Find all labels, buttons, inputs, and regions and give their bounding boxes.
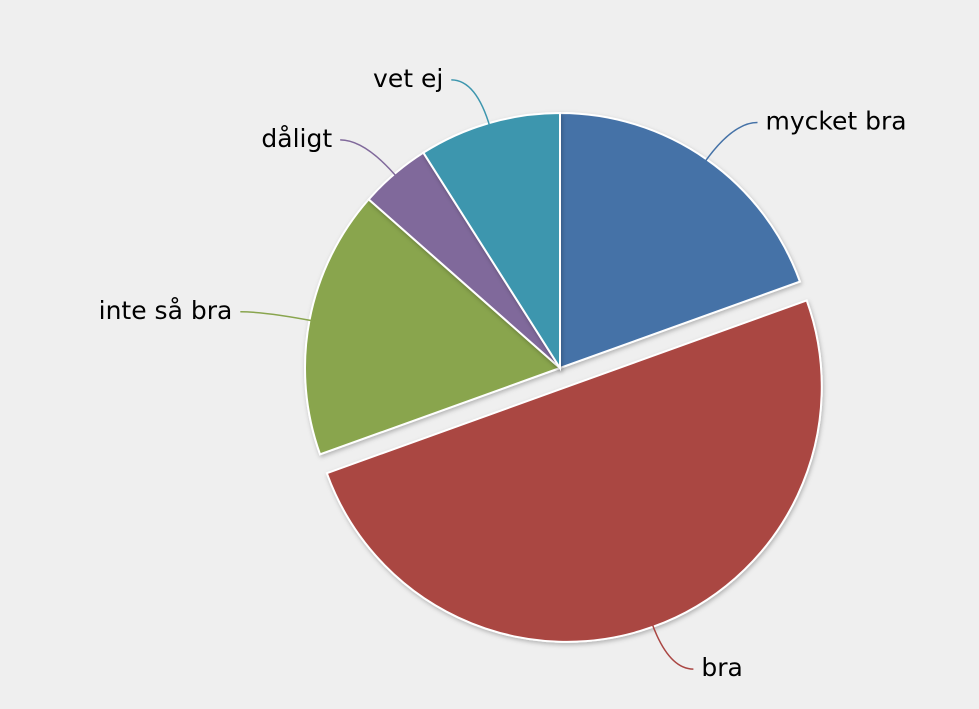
slice-label: dåligt [261,124,332,153]
slice-label: bra [701,653,742,682]
leader-line [340,139,399,179]
leader-line [240,311,315,322]
slice-label: mycket bra [766,107,907,136]
leader-line [650,621,694,670]
leader-line [703,121,758,164]
slice-label: inte så bra [99,296,233,325]
leader-line [451,79,491,129]
slice-label: vet ej [373,64,443,93]
